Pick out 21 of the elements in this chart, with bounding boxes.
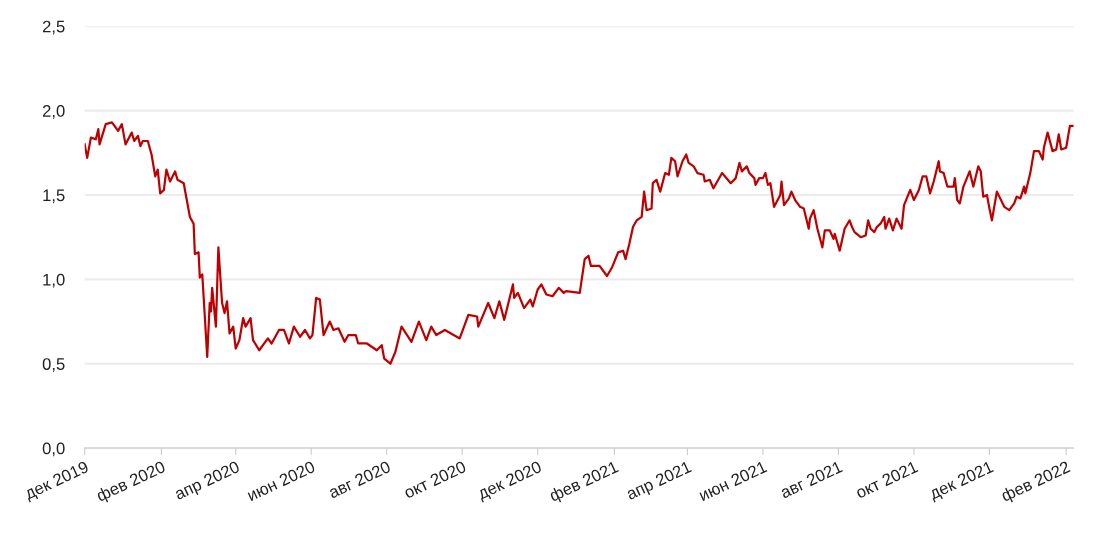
- x-tick-label: дек 2020: [476, 460, 544, 503]
- x-tick-label: окт 2020: [403, 460, 467, 499]
- y-tick-label: 1,0: [43, 273, 65, 288]
- y-tick-label: 2,5: [42, 20, 65, 35]
- y-tick-label: 2,0: [42, 105, 65, 119]
- x-tick-label: апр 2020: [173, 460, 242, 503]
- y-tick-label: 0,0: [42, 442, 65, 457]
- y-tick-label: 1,5: [43, 189, 65, 204]
- x-tick-label: дек 2019: [23, 460, 91, 503]
- x-tick-label: окт 2021: [854, 460, 919, 499]
- x-tick-label: фев 2022: [1000, 460, 1072, 505]
- x-tick-label: апр 2021: [625, 460, 694, 503]
- x-tick-label: фев 2021: [548, 460, 621, 505]
- x-tick-label: дек 2021: [928, 460, 996, 503]
- x-tick-label: июн 2021: [698, 460, 768, 502]
- x-tick-label: июн 2020: [246, 460, 316, 502]
- x-tick-label: авг 2020: [327, 460, 392, 499]
- y-tick-label: 0,5: [42, 358, 65, 372]
- line-series: [84, 121, 1074, 365]
- x-tick-label: фев 2020: [95, 460, 168, 505]
- x-tick-label: авг 2021: [779, 460, 843, 499]
